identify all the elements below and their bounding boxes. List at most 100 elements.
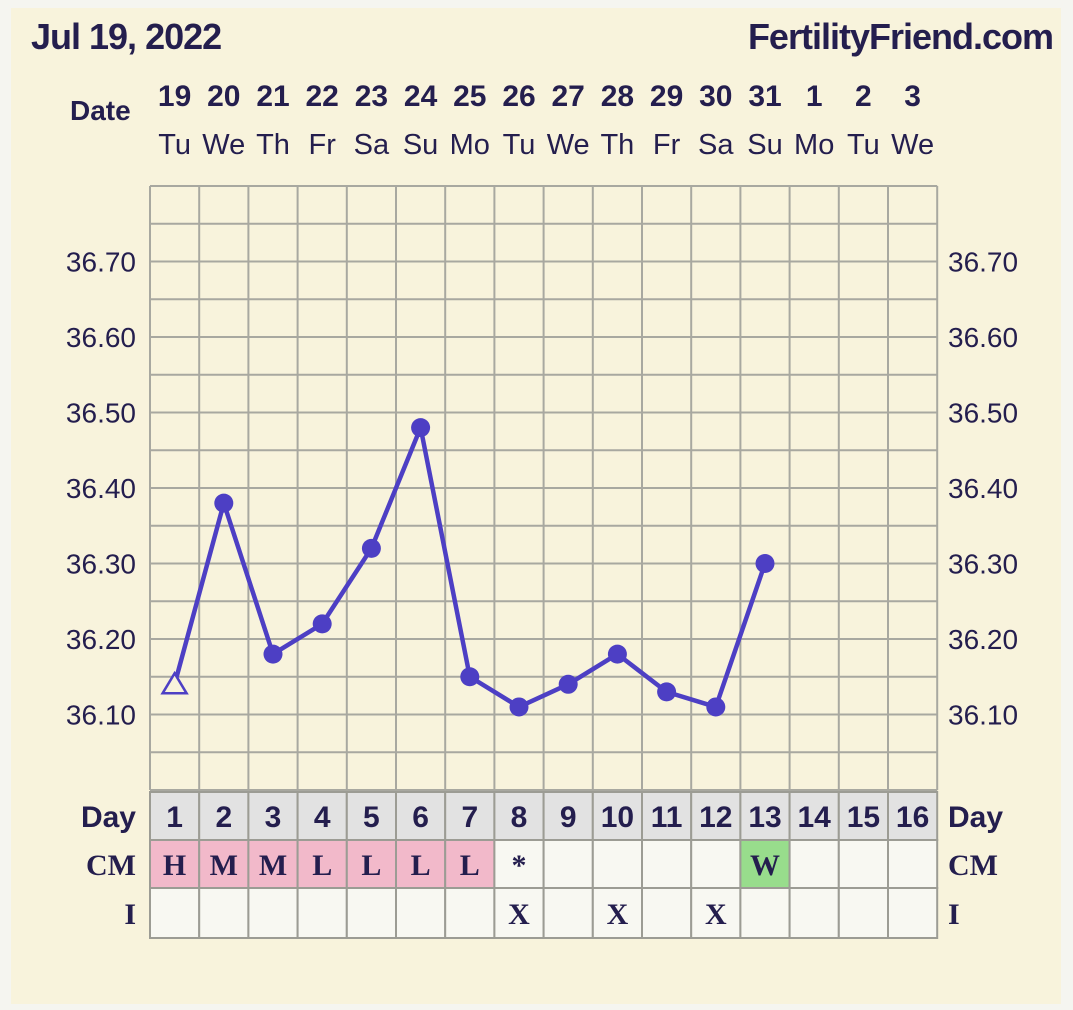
- cycle-day: 5: [363, 801, 380, 834]
- temperature-point: [706, 697, 726, 717]
- date-label: 31: [748, 80, 781, 113]
- cm-cell: [641, 839, 693, 889]
- cycle-day: 15: [847, 801, 880, 834]
- cm-cell: [444, 839, 496, 889]
- date-label: 26: [502, 80, 535, 113]
- date-label: 19: [158, 80, 191, 113]
- i-cell: [542, 887, 594, 939]
- temperature-point: [312, 614, 332, 634]
- i-cell: [837, 887, 889, 939]
- cervical-mucus: *: [512, 849, 527, 882]
- cycle-day: 13: [748, 801, 781, 834]
- date-label: 3: [904, 80, 921, 113]
- cycle-day: 3: [265, 801, 282, 834]
- temperature-point: [460, 667, 480, 687]
- date-row-label: Date: [70, 95, 131, 126]
- cervical-mucus: W: [750, 849, 780, 882]
- weekday-label: Tu: [503, 129, 536, 161]
- cycle-day: 7: [461, 801, 478, 834]
- temperature-point: [263, 644, 283, 664]
- cervical-mucus: L: [460, 849, 480, 882]
- day-cell: [788, 791, 840, 841]
- weekday-label: Fr: [653, 129, 681, 161]
- weekday-label: Fr: [309, 129, 337, 161]
- cervical-mucus: L: [361, 849, 381, 882]
- weekday-label: Su: [747, 129, 782, 161]
- y-tick-label-right: 36.10: [948, 700, 1018, 731]
- temperature-point-open: [160, 670, 189, 695]
- date-label: 24: [404, 80, 438, 113]
- temperature-point: [558, 674, 578, 694]
- cm-row-label-right: CM: [948, 849, 998, 882]
- i-cell: [444, 887, 496, 939]
- intercourse-mark: X: [607, 898, 629, 931]
- i-cell: [641, 887, 693, 939]
- intercourse-mark: X: [508, 898, 530, 931]
- cycle-day: 9: [560, 801, 577, 834]
- y-tick-label-right: 36.30: [948, 549, 1018, 580]
- temperature-point: [755, 554, 775, 573]
- temperature-point: [657, 682, 677, 702]
- cervical-mucus: L: [411, 849, 431, 882]
- y-tick-label-right: 36.70: [948, 247, 1018, 278]
- cycle-day: 6: [412, 801, 429, 834]
- i-row-label-left: I: [124, 898, 136, 931]
- y-tick-label-left: 36.10: [66, 700, 136, 731]
- weekday-label: We: [547, 129, 590, 161]
- day-row-label-right: Day: [948, 801, 1003, 834]
- i-cell: [690, 887, 742, 939]
- cycle-day: 8: [511, 801, 528, 834]
- weekday-label: Sa: [354, 129, 390, 161]
- intercourse-mark: X: [705, 898, 727, 931]
- y-tick-label-left: 36.40: [66, 473, 136, 504]
- y-tick-label-left: 36.70: [66, 247, 136, 278]
- cycle-day: 14: [798, 801, 832, 834]
- cm-cell: [345, 839, 397, 889]
- i-cell: [493, 887, 545, 939]
- date-label: 20: [207, 80, 240, 113]
- site-name: FertilityFriend.com: [747, 16, 1054, 57]
- i-cell: [247, 887, 299, 939]
- date-label: 1: [806, 80, 823, 113]
- weekday-label: Tu: [847, 129, 880, 161]
- day-cell: [444, 791, 496, 841]
- weekday-label: Tu: [158, 129, 191, 161]
- y-tick-label-right: 36.40: [948, 473, 1018, 504]
- cycle-day: 10: [601, 801, 634, 834]
- cycle-day: 16: [896, 801, 929, 834]
- cm-cell: [887, 839, 939, 889]
- date-label: 21: [256, 80, 289, 113]
- cycle-day: 1: [166, 801, 183, 834]
- cm-cell: [690, 839, 742, 889]
- cycle-day: 12: [699, 801, 732, 834]
- y-tick-label-left: 36.50: [66, 398, 136, 429]
- day-cell: [345, 791, 397, 841]
- cm-cell: [493, 839, 545, 889]
- y-tick-label-right: 36.60: [948, 322, 1018, 353]
- date-label: 27: [552, 80, 585, 113]
- i-cell: [296, 887, 348, 939]
- weekday-label: We: [202, 129, 245, 161]
- date-label: 29: [650, 80, 683, 113]
- date-label: 23: [355, 80, 388, 113]
- i-cell: [345, 887, 397, 939]
- weekday-label: We: [891, 129, 934, 161]
- date-label: 25: [453, 80, 486, 113]
- i-row-label-right: I: [948, 898, 960, 931]
- cm-cell: [591, 839, 643, 889]
- i-cell: [887, 887, 939, 939]
- y-tick-label-left: 36.20: [66, 624, 136, 655]
- fertility-chart: Date 19 20 21 22 23 24 25 26 27 28 29 30 31 1 2 3Tu We Th F…: [66, 80, 1018, 939]
- day-cell: [198, 791, 250, 841]
- weekday-label: Mo: [450, 129, 490, 161]
- y-tick-label-left: 36.60: [66, 322, 136, 353]
- i-cell: [739, 887, 791, 939]
- chart-date: Jul 19, 2022: [31, 16, 222, 57]
- cervical-mucus: L: [312, 849, 332, 882]
- y-tick-label-left: 36.30: [66, 549, 136, 580]
- i-cell: [149, 887, 201, 939]
- cm-cell: [739, 839, 791, 889]
- day-cell: [591, 791, 643, 841]
- cervical-mucus: M: [259, 849, 287, 882]
- temperature-point: [214, 493, 234, 513]
